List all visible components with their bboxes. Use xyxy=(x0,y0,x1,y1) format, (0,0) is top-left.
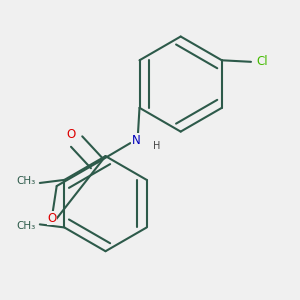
Text: CH₃: CH₃ xyxy=(16,221,35,231)
Text: Cl: Cl xyxy=(257,55,268,68)
Text: H: H xyxy=(153,141,160,151)
Text: O: O xyxy=(67,128,76,141)
Text: N: N xyxy=(132,134,141,146)
Text: CH₃: CH₃ xyxy=(16,176,35,186)
Text: O: O xyxy=(47,212,57,225)
